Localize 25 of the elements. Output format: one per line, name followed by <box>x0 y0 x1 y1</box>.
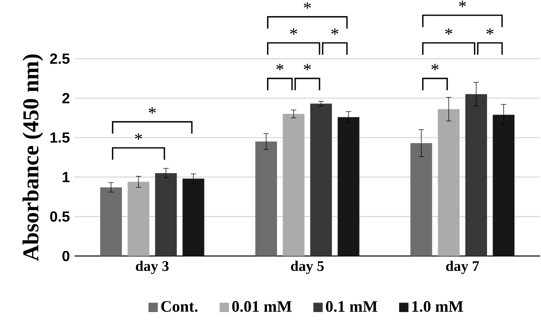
y-tick-label: 2 <box>62 93 70 104</box>
text: * <box>486 28 494 35</box>
annotation: * <box>276 64 284 70</box>
y-tick-label: 0 <box>62 250 70 262</box>
annotation: * <box>432 64 439 70</box>
text: * <box>445 28 452 35</box>
x-tick-label: day 3 <box>136 260 169 274</box>
y-tick-label: 1 <box>62 172 70 182</box>
y-tick-label: 1.5 <box>50 132 70 143</box>
annotation: * <box>135 133 142 140</box>
annotation: * <box>148 107 156 114</box>
legend-label: 1.0 mM <box>412 301 464 312</box>
y-tick-label: 2.5 <box>50 53 70 64</box>
text: * <box>290 28 298 35</box>
annotation: * <box>304 64 311 70</box>
legend-label: 0.01 mM <box>232 301 292 312</box>
x-tick-label: day 5 <box>291 260 324 274</box>
text: * <box>304 2 311 9</box>
x-tick-label: day 7 <box>446 260 479 274</box>
text: * <box>458 0 466 8</box>
y-axis-title: Absorbance (450 nm) <box>22 54 44 261</box>
legend-label: Cont. <box>161 301 198 312</box>
legend-label: 0.1 mM <box>326 301 378 312</box>
y-tick-label: 0.5 <box>50 211 70 222</box>
text: * <box>331 28 338 35</box>
